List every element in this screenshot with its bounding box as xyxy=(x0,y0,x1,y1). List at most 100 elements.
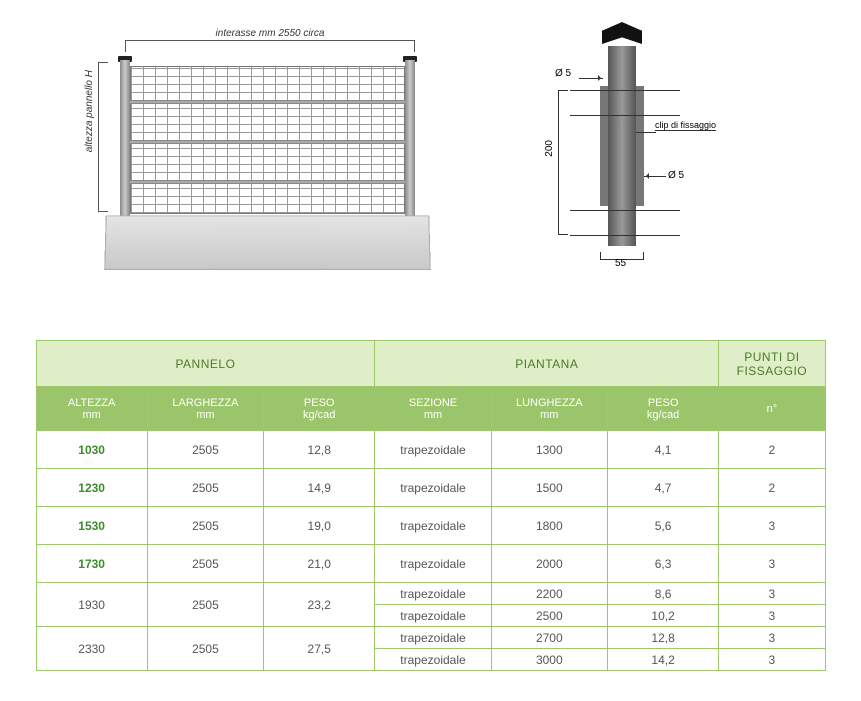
fence-left-dimension-line xyxy=(98,62,108,212)
post-vertical-dimension-line xyxy=(558,90,568,235)
cell-peso-piantana: 6,3 xyxy=(607,545,718,583)
header-text: LARGHEZZA xyxy=(172,397,238,409)
specifications-table: PANNELO PIANTANA PUNTI DI FISSAGGIO ALTE… xyxy=(36,340,826,671)
cell-punti: 3 xyxy=(719,583,825,605)
cell-peso-piantana: 10,2 xyxy=(607,605,718,627)
col-header-punti: n° xyxy=(719,387,825,431)
post-detail-diagram: Ø 5 clip di fissaggio Ø 5 200 55 xyxy=(500,20,720,270)
fence-panel-diagram: interasse mm 2550 circa altezza pannello… xyxy=(80,20,420,290)
cell-peso-pannello: 27,5 xyxy=(264,627,375,671)
diagrams-container: interasse mm 2550 circa altezza pannello… xyxy=(0,10,861,320)
group-header-pannello: PANNELO xyxy=(36,341,375,387)
cell-larghezza: 2505 xyxy=(147,627,263,671)
cell-lunghezza: 1800 xyxy=(491,507,607,545)
post-clip-leader-line xyxy=(636,132,656,133)
header-text: SEZIONE xyxy=(409,397,457,409)
fence-top-dimension-label: interasse mm 2550 circa xyxy=(130,28,410,39)
cell-altezza: 1930 xyxy=(36,583,147,627)
cell-peso-piantana: 5,6 xyxy=(607,507,718,545)
group-header-fissaggio: PUNTI DI FISSAGGIO xyxy=(719,341,825,387)
cell-punti: 3 xyxy=(719,627,825,649)
cell-peso-piantana: 14,2 xyxy=(607,649,718,671)
cell-sezione: trapezoidale xyxy=(375,605,491,627)
table-row: 1730250521,0trapezoidale20006,33 xyxy=(36,545,825,583)
col-header-lunghezza: LUNGHEZZA mm xyxy=(491,387,607,431)
post-wire-line xyxy=(570,235,680,236)
cell-altezza: 1230 xyxy=(36,469,147,507)
cell-lunghezza: 2500 xyxy=(491,605,607,627)
cell-altezza: 1530 xyxy=(36,507,147,545)
cell-peso-piantana: 8,6 xyxy=(607,583,718,605)
col-header-peso-piantana: PESO kg/cad xyxy=(607,387,718,431)
cell-larghezza: 2505 xyxy=(147,583,263,627)
col-header-larghezza: LARGHEZZA mm xyxy=(147,387,263,431)
cell-sezione: trapezoidale xyxy=(375,431,491,469)
cell-peso-pannello: 19,0 xyxy=(264,507,375,545)
cell-altezza: 1030 xyxy=(36,431,147,469)
cell-larghezza: 2505 xyxy=(147,431,263,469)
header-text: PESO xyxy=(304,397,335,409)
cell-punti: 3 xyxy=(719,649,825,671)
fence-post-right xyxy=(405,60,415,220)
table-header: PANNELO PIANTANA PUNTI DI FISSAGGIO ALTE… xyxy=(36,341,825,431)
cell-peso-piantana: 4,7 xyxy=(607,469,718,507)
post-diameter-label-top: Ø 5 xyxy=(555,68,571,79)
fence-concrete-base xyxy=(104,215,431,270)
header-text: mm xyxy=(540,409,558,421)
fence-top-dimension-line xyxy=(125,40,415,52)
cell-altezza: 2330 xyxy=(36,627,147,671)
cell-lunghezza: 2200 xyxy=(491,583,607,605)
arrow-icon xyxy=(644,176,666,177)
cell-sezione: trapezoidale xyxy=(375,507,491,545)
table-group-header-row: PANNELO PIANTANA PUNTI DI FISSAGGIO xyxy=(36,341,825,387)
col-header-sezione: SEZIONE mm xyxy=(375,387,491,431)
post-vertical-dimension-value: 200 xyxy=(544,140,555,157)
header-text: kg/cad xyxy=(647,409,679,421)
cell-peso-pannello: 14,9 xyxy=(264,469,375,507)
cell-lunghezza: 2700 xyxy=(491,627,607,649)
cell-punti: 2 xyxy=(719,469,825,507)
post-wire-line xyxy=(570,90,680,91)
cell-sezione: trapezoidale xyxy=(375,583,491,605)
cell-larghezza: 2505 xyxy=(147,507,263,545)
col-header-peso-pannello: PESO kg/cad xyxy=(264,387,375,431)
post-wire-line xyxy=(570,115,680,116)
fence-bend-line xyxy=(130,100,405,104)
header-text: mm xyxy=(82,409,100,421)
cell-sezione: trapezoidale xyxy=(375,627,491,649)
cell-peso-pannello: 21,0 xyxy=(264,545,375,583)
cell-lunghezza: 3000 xyxy=(491,649,607,671)
cell-lunghezza: 1500 xyxy=(491,469,607,507)
cell-peso-pannello: 12,8 xyxy=(264,431,375,469)
cell-sezione: trapezoidale xyxy=(375,649,491,671)
header-text: kg/cad xyxy=(303,409,335,421)
post-horizontal-dimension-value: 55 xyxy=(615,258,626,269)
header-text: mm xyxy=(424,409,442,421)
cell-larghezza: 2505 xyxy=(147,545,263,583)
table-row: 2330250527,5trapezoidale270012,83 xyxy=(36,627,825,649)
arrow-icon xyxy=(579,78,603,79)
cell-sezione: trapezoidale xyxy=(375,545,491,583)
table-body: 1030250512,8trapezoidale13004,1212302505… xyxy=(36,431,825,671)
header-text: ALTEZZA xyxy=(68,397,115,409)
table-row: 1930250523,2trapezoidale22008,63 xyxy=(36,583,825,605)
cell-lunghezza: 2000 xyxy=(491,545,607,583)
diameter-text: Ø 5 xyxy=(555,68,571,79)
table-row: 1530250519,0trapezoidale18005,63 xyxy=(36,507,825,545)
fence-bend-line xyxy=(130,140,405,144)
group-header-piantana: PIANTANA xyxy=(375,341,719,387)
cell-sezione: trapezoidale xyxy=(375,469,491,507)
cell-punti: 3 xyxy=(719,507,825,545)
diameter-text: Ø 5 xyxy=(668,170,684,181)
post-clip-label: clip di fissaggio xyxy=(655,120,716,131)
header-text: mm xyxy=(196,409,214,421)
post-diameter-label-right: Ø 5 xyxy=(668,170,684,181)
cell-larghezza: 2505 xyxy=(147,469,263,507)
header-text: LUNGHEZZA xyxy=(516,397,583,409)
fence-left-dimension-label: altezza pannello H xyxy=(84,70,95,152)
table-column-header-row: ALTEZZA mm LARGHEZZA mm PESO kg/cad SEZI… xyxy=(36,387,825,431)
cell-punti: 3 xyxy=(719,605,825,627)
col-header-altezza: ALTEZZA mm xyxy=(36,387,147,431)
fence-post-left xyxy=(120,60,130,220)
cell-peso-pannello: 23,2 xyxy=(264,583,375,627)
